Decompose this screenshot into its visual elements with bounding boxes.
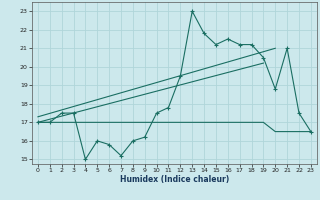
X-axis label: Humidex (Indice chaleur): Humidex (Indice chaleur)	[120, 175, 229, 184]
